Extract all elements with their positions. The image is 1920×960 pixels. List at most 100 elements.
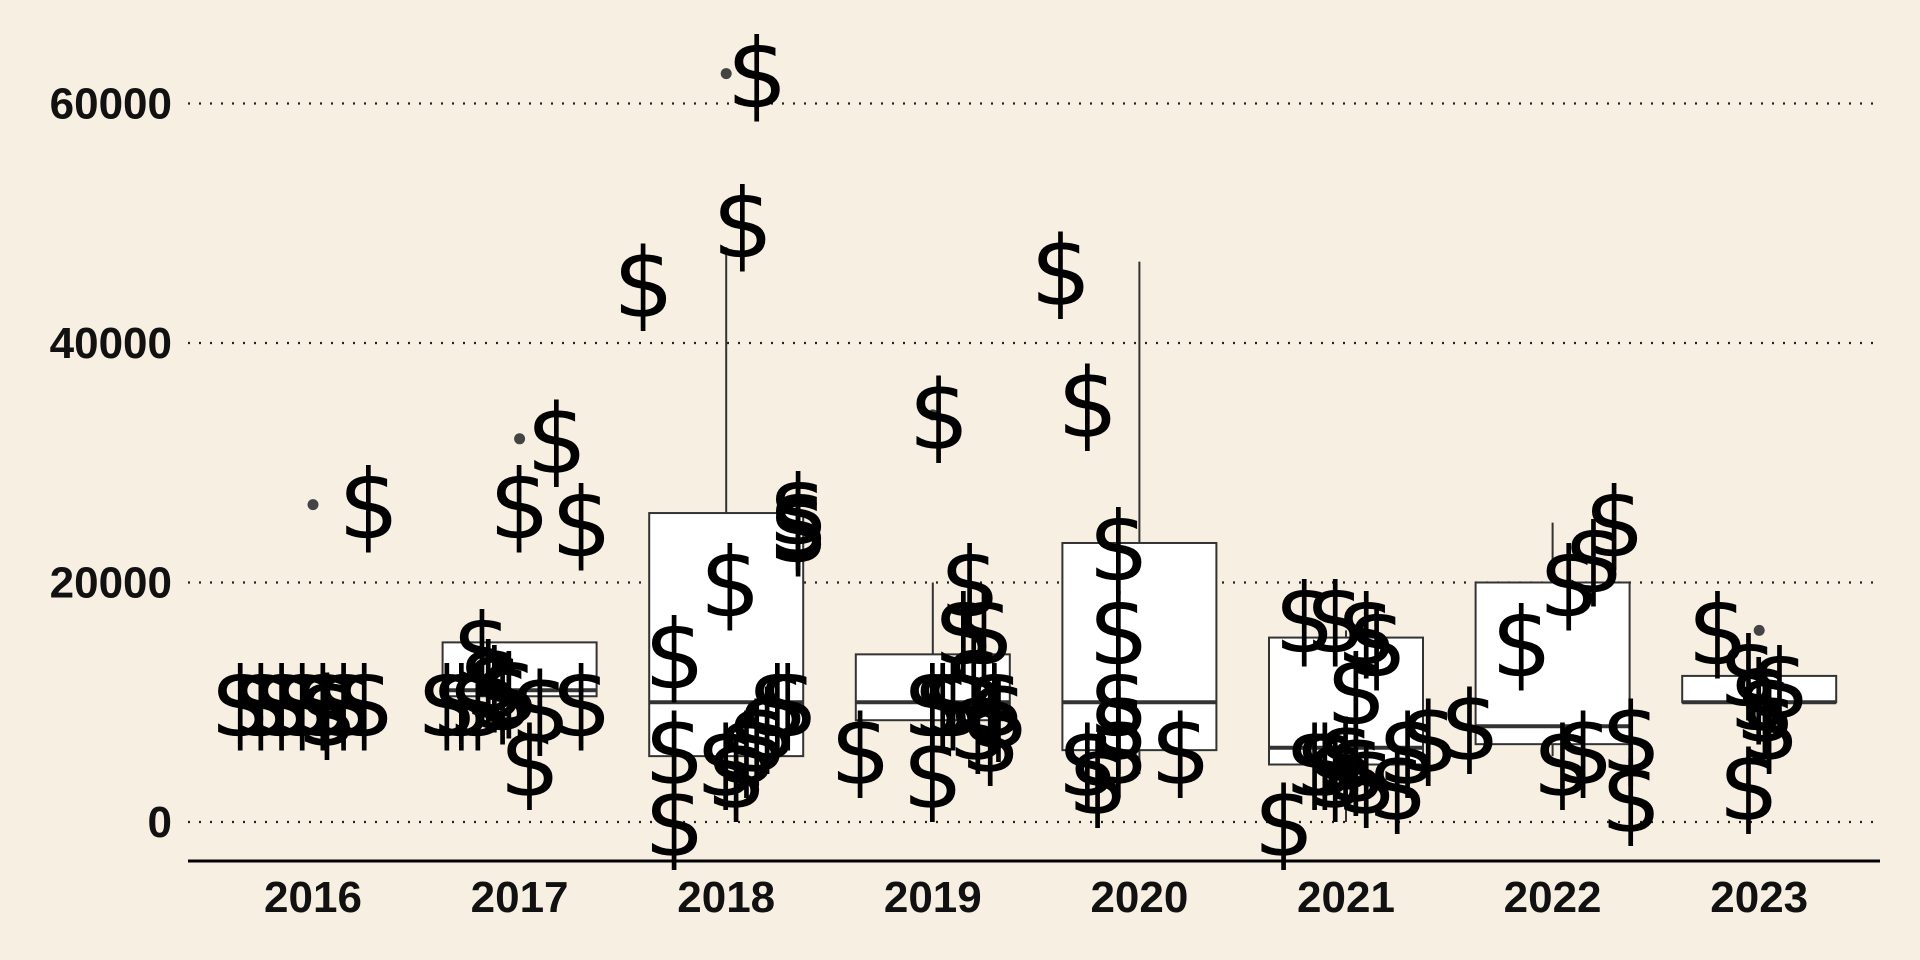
dollar-point: $: [1088, 695, 1149, 807]
outlier-point: [927, 409, 939, 421]
dollar-point: $: [768, 474, 829, 586]
dollar-point: $: [1326, 713, 1387, 825]
dollar-point: $: [1088, 647, 1149, 759]
dollar-point: $: [1284, 707, 1345, 819]
dollar-point: $: [1057, 348, 1118, 460]
dollar-point: $: [1088, 492, 1149, 604]
dollar-point: $: [1601, 683, 1662, 795]
dollar-point: $: [908, 360, 969, 472]
dollar-point: $: [1687, 575, 1748, 687]
dollar-point: $: [1553, 695, 1614, 807]
dollar-point: $: [902, 719, 963, 831]
dollar-point: $: [1749, 629, 1810, 741]
box-layer: [307, 68, 1838, 822]
dollar-point: $: [1539, 528, 1600, 640]
dollar-point: $: [830, 695, 891, 807]
dollar-point: $: [1584, 468, 1645, 580]
dollar-point: $: [1305, 719, 1366, 831]
dollar-point: $: [1729, 641, 1790, 753]
x-axis-ticks: 2016 2017 2018 2019 2020 2021 2022 2023: [264, 873, 1808, 922]
dollar-point: $: [923, 647, 984, 759]
dollar-point: $: [1718, 731, 1779, 843]
box-2019: [854, 409, 1011, 739]
x-tick-label: 2021: [1297, 873, 1395, 922]
dollar-point: $: [551, 468, 612, 580]
dollar-point: $: [1305, 563, 1366, 675]
box-body: [1061, 541, 1218, 752]
dollar-point: $: [231, 647, 292, 759]
y-tick-label: 20000: [50, 559, 172, 608]
box-body: [648, 512, 805, 758]
box-2021: [1268, 630, 1424, 822]
y-tick-label: 40000: [50, 319, 172, 368]
dollar-point: $: [737, 671, 798, 783]
dollar-point: $: [1491, 587, 1552, 699]
dollar-point: $: [700, 528, 761, 640]
dollar-point-layer: $$$$$$$$$$$$$$$$$$$$$$$$$$$$$$$$$$$$$$$$…: [210, 19, 1810, 879]
dollar-point: $: [1601, 743, 1662, 855]
dollar-point: $: [613, 228, 674, 340]
dollar-point: $: [948, 671, 1009, 783]
dollar-point: $: [716, 695, 777, 807]
dollar-point: $: [696, 707, 757, 819]
dollar-point: $: [1088, 671, 1149, 783]
dollar-point: $: [526, 384, 587, 496]
dollar-point: $: [272, 647, 333, 759]
dollar-point: $: [1295, 707, 1356, 819]
dollar-point: $: [758, 647, 819, 759]
dollar-point: $: [551, 647, 612, 759]
dollar-point: $: [499, 707, 560, 819]
dollar-point: $: [1274, 563, 1335, 675]
dollar-point: $: [313, 647, 374, 759]
dollar-point: $: [960, 683, 1021, 795]
dollar-point: $: [644, 599, 705, 711]
box-body: [854, 653, 1011, 722]
dollar-point: $: [1030, 216, 1091, 328]
box-2018: [648, 68, 805, 787]
box-body: [1681, 674, 1838, 704]
dollar-point: $: [1439, 671, 1500, 783]
dollar-point: $: [933, 575, 994, 687]
dollar-point: $: [452, 593, 513, 705]
dollar-point: $: [338, 450, 399, 562]
dollar-point: $: [458, 623, 519, 735]
dollar-point: $: [1315, 701, 1376, 813]
outlier-point: [720, 68, 732, 80]
dollar-point: $: [1367, 731, 1428, 843]
dollar-point: $: [473, 641, 534, 753]
dollar-point: $: [944, 623, 1005, 735]
x-tick-label: 2017: [471, 873, 569, 922]
dollar-point: $: [1068, 725, 1129, 837]
dollar-point: $: [727, 683, 788, 795]
dollar-point: $: [1563, 504, 1624, 616]
box-body: [1474, 581, 1631, 746]
x-tick-label: 2023: [1710, 873, 1808, 922]
y-tick-label: 60000: [50, 80, 172, 129]
dollar-point: $: [464, 629, 525, 741]
dollar-point: $: [1377, 695, 1438, 807]
dollar-point: $: [448, 647, 509, 759]
dollar-point: $: [431, 647, 492, 759]
x-tick-label: 2020: [1090, 873, 1188, 922]
dollar-point: $: [1150, 695, 1211, 807]
dollar-point: $: [712, 168, 773, 280]
box-2022: [1474, 522, 1631, 757]
dollar-point: $: [954, 575, 1015, 687]
dollar-point: $: [902, 647, 963, 759]
dollar-point: $: [964, 647, 1025, 759]
dollar-point: $: [1718, 617, 1779, 729]
dollar-point: $: [251, 647, 312, 759]
dollar-point: $: [706, 719, 767, 831]
dollar-point: $: [293, 647, 354, 759]
dollar-point: $: [1336, 575, 1397, 687]
dollar-point: $: [417, 647, 478, 759]
dollar-point: $: [489, 450, 550, 562]
outlier-point: [514, 433, 526, 445]
dollar-point: $: [1057, 707, 1118, 819]
dollar-point: $: [968, 659, 1029, 771]
box-2020: [1061, 261, 1218, 775]
dollar-point: $: [297, 657, 358, 769]
dollar-point: $: [1735, 653, 1796, 765]
dollar-point: $: [210, 647, 271, 759]
